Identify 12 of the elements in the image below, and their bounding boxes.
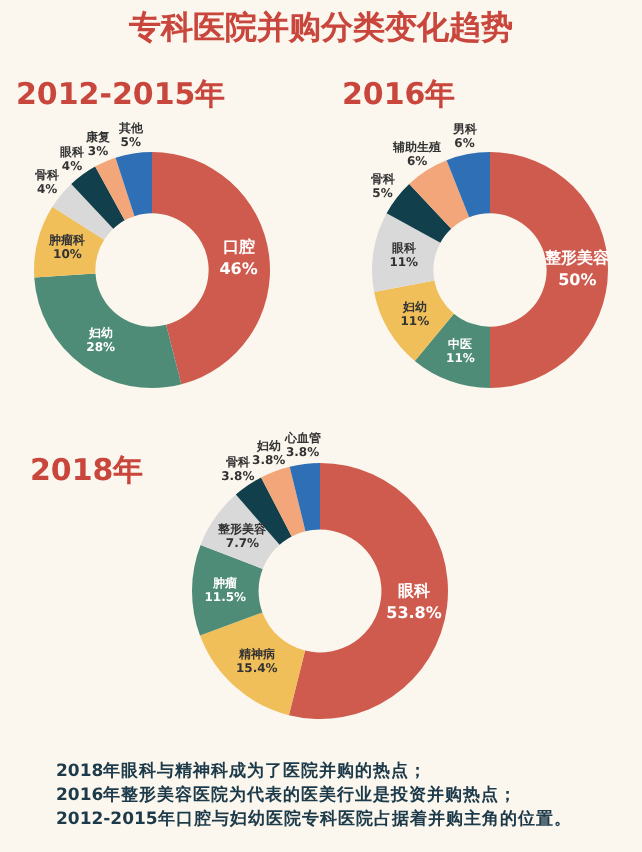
- data-label: 53.8%: [386, 603, 442, 622]
- text: 2018年: [30, 452, 144, 490]
- text: 专科医院并购分类变化趋势: [127, 8, 515, 50]
- data-label: 46%: [219, 260, 258, 279]
- text: 2012-2015年口腔与妇幼医院专科医院占据着并购主角的位置。: [56, 808, 572, 832]
- data-label: 50%: [558, 271, 597, 290]
- slice-label: 眼科: [398, 581, 431, 600]
- text: 2016年整形美容医院为代表的医美行业是投资并购热点；: [56, 784, 520, 808]
- chart-title: 2016年: [342, 76, 456, 114]
- text: 2018年眼科与精神科成为了医院并购的热点；: [56, 760, 430, 784]
- slice-label: 口腔: [222, 238, 255, 257]
- chart-title: 2012-2015年: [16, 76, 226, 114]
